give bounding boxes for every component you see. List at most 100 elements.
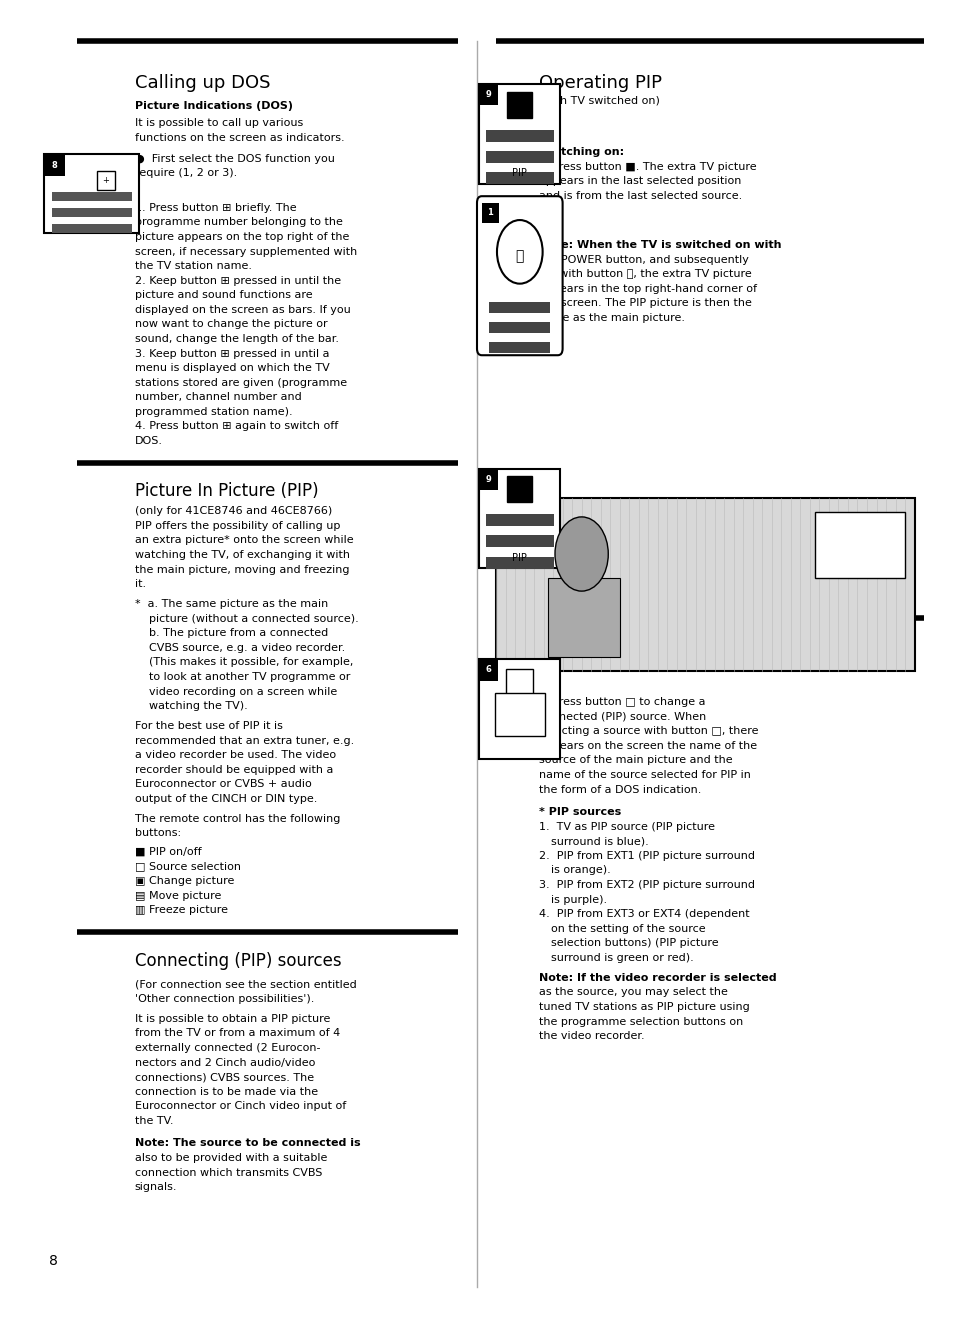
Text: 8: 8 <box>49 1254 58 1268</box>
Text: Euroconnector or Cinch video input of: Euroconnector or Cinch video input of <box>134 1101 345 1112</box>
Bar <box>51 224 132 234</box>
Bar <box>44 154 65 177</box>
Text: □ Source selection: □ Source selection <box>134 862 240 871</box>
Text: * PIP sources: * PIP sources <box>538 807 620 817</box>
Bar <box>814 511 904 578</box>
Text: 1: 1 <box>487 208 493 218</box>
Bar <box>478 660 497 680</box>
Text: surround is blue).: surround is blue). <box>551 837 648 846</box>
Text: screen, if necessary supplemented with: screen, if necessary supplemented with <box>134 247 356 256</box>
Text: 4.  PIP from EXT3 or EXT4 (dependent: 4. PIP from EXT3 or EXT4 (dependent <box>538 910 749 919</box>
Text: connection is to be made via the: connection is to be made via the <box>134 1086 317 1097</box>
Text: connection which transmits CVBS: connection which transmits CVBS <box>134 1167 321 1178</box>
Text: output of the CINCH or DIN type.: output of the CINCH or DIN type. <box>134 794 316 803</box>
Text: connected (PIP) source. When: connected (PIP) source. When <box>538 712 705 721</box>
Text: ● Press button ■ once again.: ● Press button ■ once again. <box>538 548 703 559</box>
Text: 3. Keep button ⊞ pressed in until a: 3. Keep button ⊞ pressed in until a <box>134 348 329 359</box>
Bar <box>489 303 550 313</box>
Text: It is possible to obtain a PIP picture: It is possible to obtain a PIP picture <box>134 1013 330 1024</box>
Text: same as the main picture.: same as the main picture. <box>538 313 684 323</box>
Text: Source selection: Source selection <box>538 637 687 656</box>
Bar <box>485 173 553 185</box>
Text: tuned TV stations as PIP picture using: tuned TV stations as PIP picture using <box>538 1001 749 1012</box>
Text: 1.  TV as PIP source (PIP picture: 1. TV as PIP source (PIP picture <box>538 822 714 831</box>
Text: an extra picture* onto the screen while: an extra picture* onto the screen while <box>134 535 353 546</box>
Bar <box>478 84 559 183</box>
Text: recommended that an extra tuner, e.g.: recommended that an extra tuner, e.g. <box>134 736 354 745</box>
Text: and is from the last selected source.: and is from the last selected source. <box>538 191 741 201</box>
Bar <box>485 151 553 163</box>
Text: Operating PIP: Operating PIP <box>538 74 661 92</box>
Text: recorder should be equipped with a: recorder should be equipped with a <box>134 765 333 774</box>
Text: Switching on:: Switching on: <box>538 147 623 157</box>
Text: The remote control has the following: The remote control has the following <box>134 814 339 823</box>
Text: is orange).: is orange). <box>551 866 610 875</box>
Text: picture appears on the top right of the: picture appears on the top right of the <box>134 232 349 242</box>
Text: the video recorder.: the video recorder. <box>538 1031 644 1041</box>
Text: 6: 6 <box>485 665 492 675</box>
Bar <box>489 343 550 352</box>
Bar <box>485 535 553 547</box>
Text: surround is green or red).: surround is green or red). <box>551 954 693 963</box>
Text: (For connection see the section entitled: (For connection see the section entitled <box>134 980 355 989</box>
Text: CVBS source, e.g. a video recorder.: CVBS source, e.g. a video recorder. <box>149 643 345 653</box>
Text: *  a. The same picture as the main: * a. The same picture as the main <box>134 599 328 610</box>
Text: Picture In Picture (PIP): Picture In Picture (PIP) <box>134 482 318 501</box>
Bar <box>496 498 914 671</box>
Text: the screen. The PIP picture is then the: the screen. The PIP picture is then the <box>538 299 751 308</box>
Text: Switching off:: Switching off: <box>538 534 625 544</box>
Text: programme number belonging to the: programme number belonging to the <box>134 218 342 227</box>
Text: 1. Press button ⊞ briefly. The: 1. Press button ⊞ briefly. The <box>134 203 295 212</box>
Text: ●  First select the DOS function you: ● First select the DOS function you <box>134 154 335 163</box>
Text: is purple).: is purple). <box>551 895 607 904</box>
Text: ● Press button □ to change a: ● Press button □ to change a <box>538 697 704 706</box>
Text: the POWER button, and subsequently: the POWER button, and subsequently <box>538 255 748 264</box>
Text: Picture Indications (DOS): Picture Indications (DOS) <box>134 101 293 110</box>
Text: 3.  PIP from EXT2 (PIP picture surround: 3. PIP from EXT2 (PIP picture surround <box>538 880 754 890</box>
Text: 9: 9 <box>485 474 491 483</box>
Text: Note: The source to be connected is: Note: The source to be connected is <box>134 1138 360 1149</box>
Text: appears on the screen the name of the: appears on the screen the name of the <box>538 741 756 750</box>
Text: the TV station name.: the TV station name. <box>134 262 252 271</box>
Text: 8: 8 <box>51 161 57 170</box>
Text: stations stored are given (programme: stations stored are given (programme <box>134 377 346 388</box>
Bar <box>495 693 544 736</box>
Text: require (1, 2 or 3).: require (1, 2 or 3). <box>134 169 236 178</box>
Circle shape <box>555 517 608 591</box>
Text: PIP with button ⓞ, the extra TV picture: PIP with button ⓞ, the extra TV picture <box>538 270 751 279</box>
Bar <box>485 514 553 526</box>
Text: (only for 41CE8746 and 46CE8766): (only for 41CE8746 and 46CE8766) <box>134 506 332 517</box>
Text: selecting a source with button □, there: selecting a source with button □, there <box>538 726 758 736</box>
Text: watching the TV, of exchanging it with: watching the TV, of exchanging it with <box>134 550 349 560</box>
Bar <box>97 171 114 190</box>
Text: ▤ Move picture: ▤ Move picture <box>134 891 221 900</box>
Text: ■ PIP on/off: ■ PIP on/off <box>134 847 201 857</box>
Bar <box>44 154 139 234</box>
Bar <box>548 578 619 657</box>
Text: the programme selection buttons on: the programme selection buttons on <box>538 1016 742 1027</box>
Bar <box>506 669 533 699</box>
Bar <box>478 84 497 105</box>
Text: appears in the top right-hand corner of: appears in the top right-hand corner of <box>538 284 756 293</box>
Text: menu is displayed on which the TV: menu is displayed on which the TV <box>134 363 329 373</box>
Text: For the best use of PIP it is: For the best use of PIP it is <box>134 721 282 730</box>
Text: Euroconnector or CVBS + audio: Euroconnector or CVBS + audio <box>134 780 311 789</box>
Text: buttons:: buttons: <box>134 829 180 838</box>
Bar <box>51 193 132 202</box>
Text: as the source, you may select the: as the source, you may select the <box>538 987 727 997</box>
Text: watching the TV).: watching the TV). <box>149 701 248 710</box>
Text: number, channel number and: number, channel number and <box>134 392 301 402</box>
Bar <box>485 556 553 568</box>
Bar <box>507 92 532 118</box>
Text: It is possible to call up various: It is possible to call up various <box>134 118 302 127</box>
Bar <box>485 130 553 142</box>
Text: now want to change the picture or: now want to change the picture or <box>134 320 327 329</box>
Text: 9: 9 <box>485 90 491 100</box>
Text: 2.  PIP from EXT1 (PIP picture surround: 2. PIP from EXT1 (PIP picture surround <box>538 851 754 861</box>
Bar <box>489 323 550 333</box>
Text: Select required PIP source*: Select required PIP source* <box>538 661 710 672</box>
Bar <box>478 660 559 758</box>
Bar <box>51 208 132 218</box>
Text: (This makes it possible, for example,: (This makes it possible, for example, <box>149 657 353 668</box>
Text: the main picture, moving and freezing: the main picture, moving and freezing <box>134 564 349 575</box>
